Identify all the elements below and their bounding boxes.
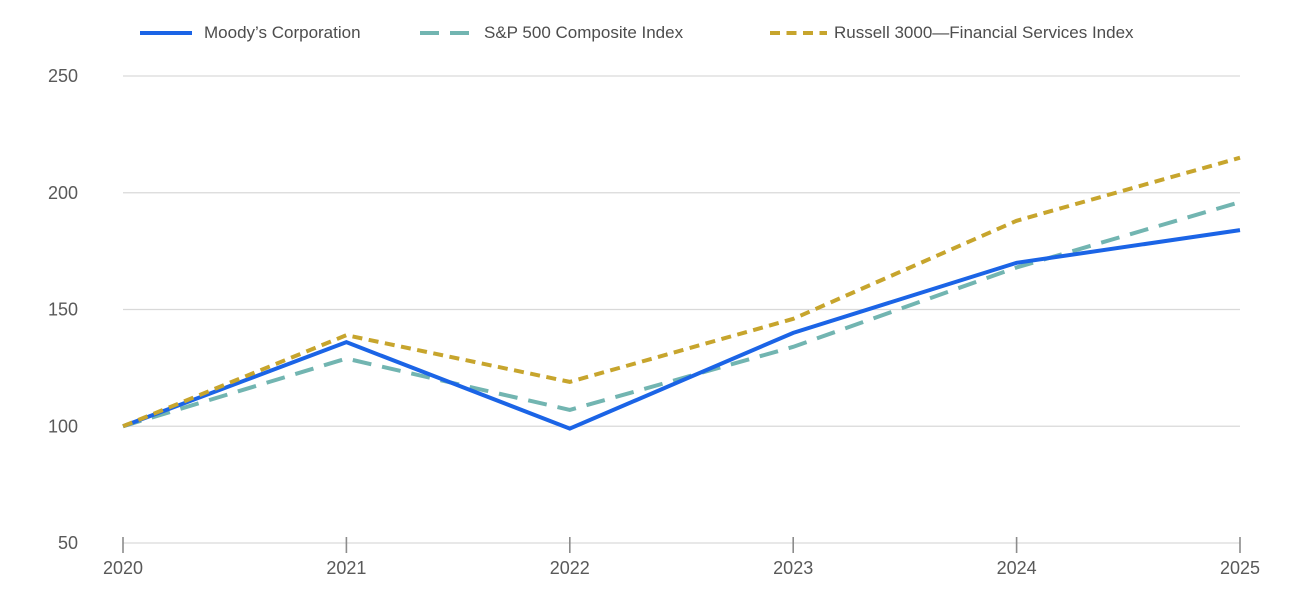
legend-label-russell3000: Russell 3000—Financial Services Index <box>834 23 1134 42</box>
x-tick-label-2021: 2021 <box>326 558 366 578</box>
y-tick-label-200: 200 <box>48 183 78 203</box>
legend-label-sp500: S&P 500 Composite Index <box>484 23 684 42</box>
legend-item-moodys: Moody’s Corporation <box>140 24 361 42</box>
legend-swatch-sp500-line <box>420 31 477 35</box>
legend-item-russell3000: Russell 3000—Financial Services Index <box>770 24 1134 42</box>
x-tick-label-2025: 2025 <box>1220 558 1260 578</box>
series-line-2 <box>122 155 1241 429</box>
legend-swatch-moodys-line <box>140 31 192 35</box>
x-tick-label-2022: 2022 <box>550 558 590 578</box>
legend-item-sp500: S&P 500 Composite Index <box>420 24 683 42</box>
chart-legend: Moody’s Corporation S&P 500 Composite In… <box>0 0 1300 48</box>
series-line-0 <box>122 228 1241 431</box>
y-tick-label-50: 50 <box>58 533 78 553</box>
y-tick-label-100: 100 <box>48 416 78 436</box>
x-tick-label-2024: 2024 <box>997 558 1037 578</box>
y-tick-label-250: 250 <box>48 66 78 86</box>
legend-label-moodys: Moody’s Corporation <box>204 23 361 42</box>
y-tick-label-150: 150 <box>48 300 78 320</box>
series-line-1 <box>122 200 1241 429</box>
x-tick-label-2020: 2020 <box>103 558 143 578</box>
x-tick-label-2023: 2023 <box>773 558 813 578</box>
legend-swatch-russell3000-line <box>770 31 827 35</box>
